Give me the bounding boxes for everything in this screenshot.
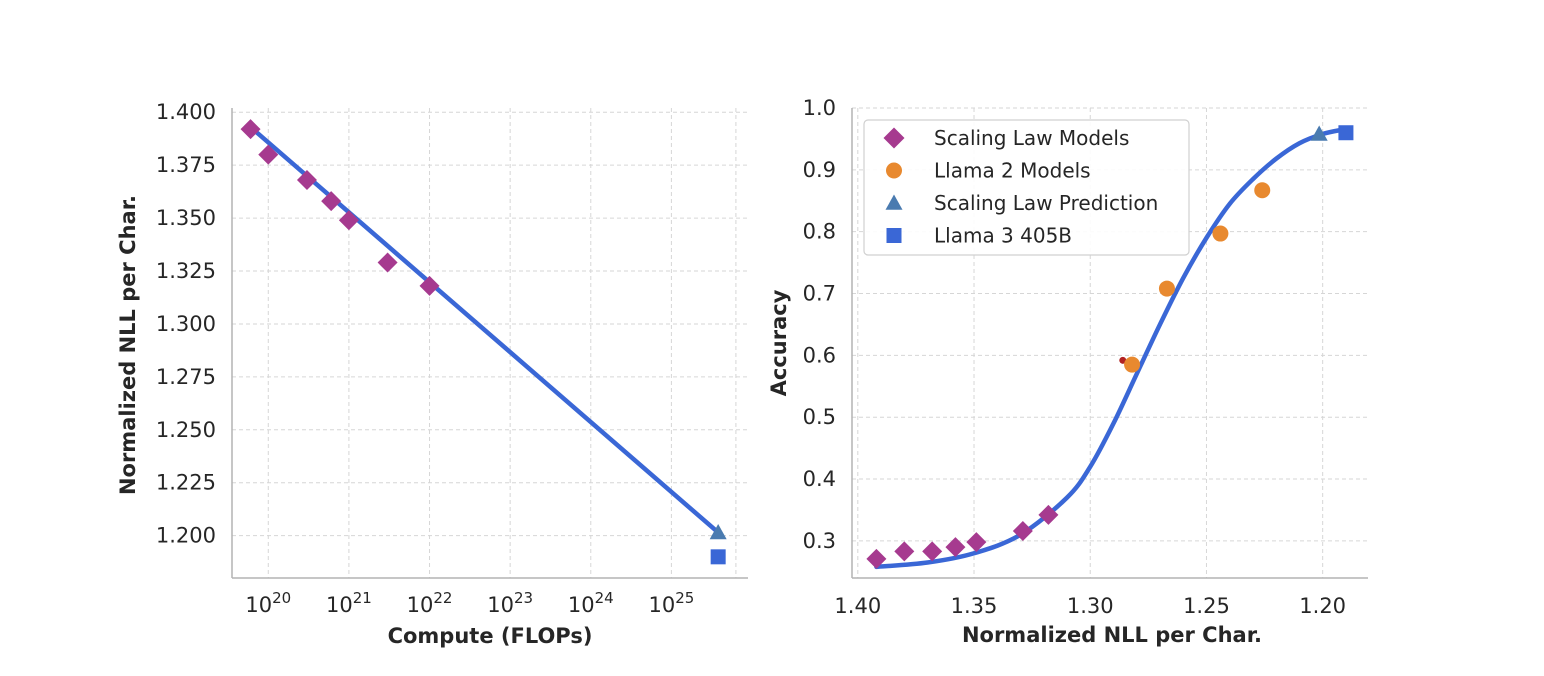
data-point-diamond <box>377 252 398 273</box>
y-tick-label: 1.225 <box>156 471 216 495</box>
legend-label: Scaling Law Prediction <box>934 191 1158 215</box>
x-tick-base: 10 <box>487 593 514 617</box>
x-tick-base: 10 <box>407 593 434 617</box>
y-tick-label: 1.350 <box>156 206 216 230</box>
y-tick-label: 0.5 <box>803 405 836 429</box>
y-tick-label: 0.7 <box>803 282 836 306</box>
legend-marker-diamond <box>883 127 905 149</box>
legend-label: Llama 3 405B <box>934 224 1072 248</box>
chart-nll-vs-accuracy: 0.3 0.4 0.5 0.6 0.7 0.8 0.9 1.0 1.40 1.35 1.30 1.25… <box>767 96 1368 647</box>
x-axis-label: Normalized NLL per Char. <box>962 623 1262 647</box>
data-point-diamond <box>922 541 943 562</box>
data-point-diamond <box>258 144 279 165</box>
x-tick-exponent: 24 <box>595 589 614 607</box>
y-axis-label: Normalized NLL per Char. <box>116 195 140 495</box>
y-tick-label: 1.0 <box>803 96 836 120</box>
y-tick-label: 0.4 <box>803 467 836 491</box>
data-point-circle <box>1124 356 1141 373</box>
y-axis-label: Accuracy <box>767 289 791 396</box>
y-tick-label: 1.325 <box>156 259 216 283</box>
x-tick-base: 10 <box>568 593 595 617</box>
legend-label: Llama 2 Models <box>934 159 1091 183</box>
data-point-diamond <box>866 548 887 569</box>
data-point-diamond <box>1012 521 1033 541</box>
legend-label: Scaling Law Models <box>934 126 1129 150</box>
x-tick-base: 10 <box>326 593 353 617</box>
x-tick-exponent: 20 <box>272 589 291 607</box>
fit-curve <box>874 126 1349 570</box>
x-tick-label: 1023 <box>487 589 533 617</box>
data-point-diamond <box>240 119 261 140</box>
data-point-square <box>710 549 726 565</box>
data-point-diamond <box>296 169 317 190</box>
x-tick-base: 10 <box>245 593 272 617</box>
data-point-circle <box>1254 182 1271 199</box>
data-point-circle <box>1212 225 1229 242</box>
y-tick-label: 0.8 <box>803 220 836 244</box>
y-tick-label: 1.375 <box>156 153 216 177</box>
y-tick-label: 0.6 <box>803 343 836 367</box>
y-tick-label: 1.200 <box>156 524 216 548</box>
data-point-triangle <box>1310 125 1328 141</box>
data-point-circle <box>1158 280 1175 297</box>
y-tick-label: 1.300 <box>156 312 216 336</box>
data-point-diamond <box>945 537 966 558</box>
x-tick-label: 1.40 <box>834 594 881 618</box>
x-tick-label: 1020 <box>245 589 291 617</box>
chart-compute-vs-nll: 1.200 1.225 1.250 1.275 1.300 1.325 1.350 1.375… <box>116 100 748 648</box>
x-tick-exponent: 23 <box>514 589 533 607</box>
y-tick-label: 1.250 <box>156 418 216 442</box>
x-axis-label: Compute (FLOPs) <box>388 624 593 648</box>
data-point-diamond <box>894 541 915 562</box>
data-point-diamond <box>419 275 440 296</box>
y-tick-label: 0.3 <box>803 529 836 553</box>
x-tick-exponent: 25 <box>675 589 694 607</box>
legend-marker-square <box>886 228 902 243</box>
legend-marker-triangle <box>885 194 903 210</box>
x-tick-label: 1.25 <box>1183 594 1230 618</box>
data-point-square <box>1338 125 1354 141</box>
data-point-diamond <box>321 191 342 212</box>
data-point-diamond <box>1038 504 1059 525</box>
x-tick-base: 10 <box>648 593 675 617</box>
fit-line <box>248 124 721 535</box>
x-tick-label: 1.30 <box>1067 594 1114 618</box>
x-tick-label: 1025 <box>648 589 694 617</box>
y-tick-label: 1.400 <box>156 100 216 124</box>
x-tick-label: 1022 <box>407 589 453 617</box>
data-point-diamond <box>966 532 987 553</box>
legend-box <box>863 119 1190 256</box>
legend: Scaling Law Models Llama 2 Models Scaling … <box>863 119 1190 256</box>
data-point-diamond <box>338 210 359 231</box>
x-tick-exponent: 21 <box>353 589 372 607</box>
x-tick-label: 1021 <box>326 589 372 617</box>
legend-marker-circle <box>886 162 902 179</box>
x-tick-exponent: 22 <box>433 589 452 607</box>
y-tick-label: 1.275 <box>156 365 216 389</box>
data-point-triangle <box>709 523 727 540</box>
x-tick-label: 1024 <box>568 589 614 617</box>
y-tick-label: 0.9 <box>803 158 836 182</box>
x-tick-label: 1.35 <box>951 594 998 618</box>
x-tick-label: 1.20 <box>1299 594 1346 618</box>
